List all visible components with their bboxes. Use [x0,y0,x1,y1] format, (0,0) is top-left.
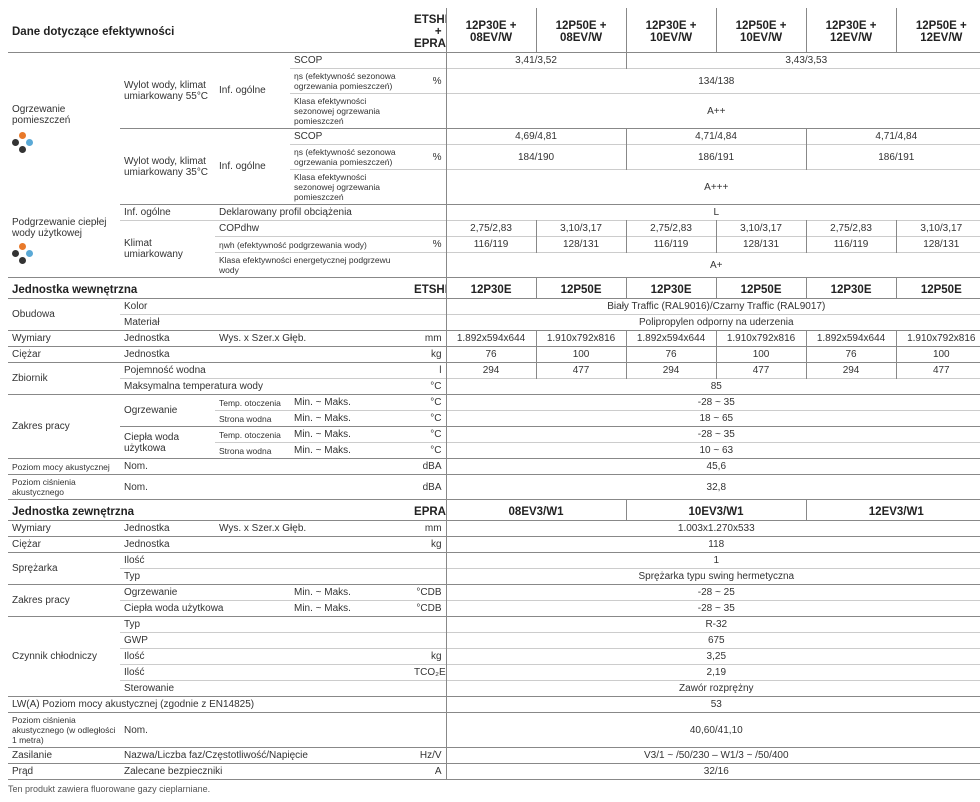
scop35-a: 4,69/4,81 [446,129,626,145]
dekl: Deklarowany profil obciążenia [215,205,410,221]
kee: Klasa efektywności energetycznej podgrze… [215,253,410,278]
dot-icon [19,146,26,153]
cw: Ciepła woda użytkowa [120,427,215,459]
ogrz-label: Ogrzewanie pomieszczeń [8,53,120,206]
sec1-unit-label: ETSHB + EPRA [410,8,446,53]
pct: % [410,69,446,94]
inf2: Inf. ogólne [215,129,290,205]
ns55: 134/138 [446,69,980,94]
ogrzew: Ogrzewanie [120,395,215,427]
ns35-a: 184/190 [446,145,626,170]
sec2-title: Jednostka wewnętrzna [8,278,410,299]
scop-label: SCOP [290,53,410,69]
col-1: 12P50E + 08EV/W [536,8,626,53]
col-3: 12P50E + 10EV/W [716,8,806,53]
sec2-unit: ETSHB [410,278,446,299]
kolor: Kolor [120,299,410,315]
wymiary: Wymiary [8,331,120,347]
scop55-a: 3,41/3,52 [446,53,626,69]
scop35-c: 4,71/4,84 [806,129,980,145]
sec3-unit: EPRA [410,500,446,521]
footnote: Ten produkt zawiera fluorowane gazy ciep… [8,784,972,794]
wylot55: Wylot wody, klimat umiarkowany 55°C [120,53,215,129]
col-0: 12P30E + 08EV/W [446,8,536,53]
class35: A+++ [446,170,980,205]
ciezar: Ciężar [8,347,120,363]
col-2: 12P30E + 10EV/W [626,8,716,53]
ns35-b: 186/191 [626,145,806,170]
class55: A++ [446,94,980,129]
obudowa: Obudowa [8,299,120,331]
klimat: Klimat umiarkowany [120,221,215,278]
kes-label: Klasa efektywności sezonowej ogrzewania … [290,94,410,129]
pma: Poziom mocy akustycznej [8,459,120,475]
wsg: Wys. x Szer.x Głęb. [215,331,410,347]
kee-v: A+ [446,253,980,278]
dot-icon [19,132,26,139]
sec3-title: Jednostka zewnętrzna [8,500,410,521]
inf3: Inf. ogólne [120,205,215,221]
maxtemp: Maksymalna temperatura wody [120,379,410,395]
pojemnosc: Pojemność wodna [120,363,410,379]
jednostka: Jednostka [120,331,215,347]
dhw-label: Podgrzewanie ciepłej wody użytkowej [8,205,120,278]
scop-label2: SCOP [290,129,410,145]
maxtemp-v: 85 [446,379,980,395]
heating-icon [12,132,34,154]
col-4: 12P30E + 12EV/W [806,8,896,53]
ns-label2: ηs (efektywność sezonowa ogrzewania pomi… [290,145,410,170]
zbiornik: Zbiornik [8,363,120,395]
material-v: Polipropylen odporny na uderzenia [446,315,980,331]
dot-icon [12,139,19,146]
scop55-b: 3,43/3,53 [626,53,980,69]
col-5: 12P50E + 12EV/W [896,8,980,53]
ns-label: ηs (efektywność sezonowa ogrzewania pomi… [290,69,410,94]
sec1-title: Dane dotyczące efektywności [8,8,410,53]
material: Materiał [120,315,410,331]
nwh: ηwh (efektywność podgrzewania wody) [215,237,410,253]
dhw-icon [12,243,34,265]
kolor-v: Biały Traffic (RAL9016)/Czarny Traffic (… [446,299,980,315]
pca: Poziom ciśnienia akustycznego [8,475,120,500]
scop35-b: 4,71/4,84 [626,129,806,145]
inf: Inf. ogólne [215,53,290,129]
spec-table: Dane dotyczące efektywności ETSHB + EPRA… [8,8,980,780]
kes-label2: Klasa efektywności sezonowej ogrzewania … [290,170,410,205]
wylot35: Wylot wody, klimat umiarkowany 35°C [120,129,215,205]
dekl-v: L [446,205,980,221]
zakres: Zakres pracy [8,395,120,459]
ns35-c: 186/191 [806,145,980,170]
copdhw: COPdhw [215,221,410,237]
dot-icon [26,139,33,146]
